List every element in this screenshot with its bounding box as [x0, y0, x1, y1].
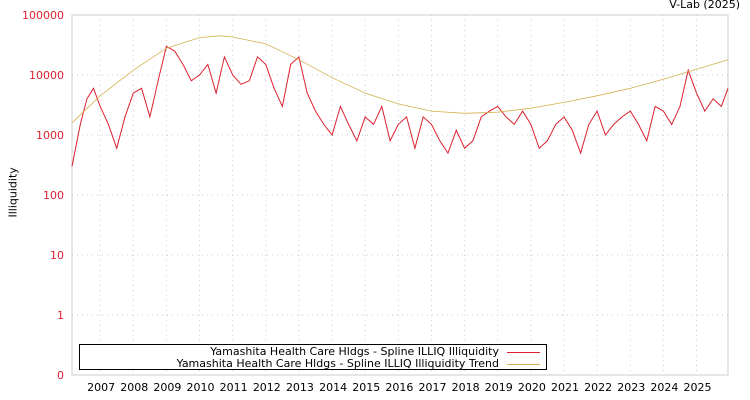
x-tick-label: 2013	[286, 381, 314, 394]
legend: Yamashita Health Care Hldgs - Spline ILL…	[79, 344, 547, 370]
x-tick-label: 2015	[352, 381, 380, 394]
plot-frame	[71, 14, 729, 376]
legend-item-trend: Yamashita Health Care Hldgs - Spline ILL…	[177, 358, 540, 370]
x-tick-label: 2007	[87, 381, 115, 394]
y-tick-label: 100000	[22, 9, 64, 22]
y-tick-label: 10	[50, 249, 64, 262]
x-tick-label: 2023	[617, 381, 645, 394]
legend-item-illiquidity: Yamashita Health Care Hldgs - Spline ILL…	[210, 346, 540, 358]
x-tick-label: 2011	[220, 381, 248, 394]
x-tick-label: 2009	[153, 381, 181, 394]
x-tick-label: 2020	[518, 381, 546, 394]
illiquidity-series-line	[71, 45, 729, 167]
x-tick-label: 2010	[187, 381, 215, 394]
credit: V-Lab (2025)	[669, 0, 740, 11]
x-tick-label: 2012	[253, 381, 281, 394]
y-tick-label: 10000	[29, 69, 64, 82]
x-tick-label: 2008	[120, 381, 148, 394]
y-tick-label: 0	[57, 369, 64, 382]
x-tick-label: 2024	[650, 381, 678, 394]
x-tick-label: 2019	[485, 381, 513, 394]
y-tick-label: 1	[57, 309, 64, 322]
x-tick-label: 2025	[684, 381, 712, 394]
legend-swatch	[507, 363, 540, 365]
y-axis-label: Illiquidity	[6, 167, 20, 218]
x-tick-label: 2017	[418, 381, 446, 394]
x-tick-label: 2018	[452, 381, 480, 394]
legend-label: Yamashita Health Care Hldgs - Spline ILL…	[176, 357, 499, 370]
x-tick-label: 2016	[385, 381, 413, 394]
x-tick-label: 2022	[584, 381, 612, 394]
trend-series-line	[71, 35, 729, 124]
y-tick-label: 1000	[36, 129, 64, 142]
x-tick-label: 2014	[319, 381, 347, 394]
x-tick-label: 2021	[551, 381, 579, 394]
y-tick-label: 100	[43, 189, 64, 202]
legend-label: Yamashita Health Care Hldgs - Spline ILL…	[210, 345, 499, 358]
legend-swatch	[507, 351, 540, 353]
